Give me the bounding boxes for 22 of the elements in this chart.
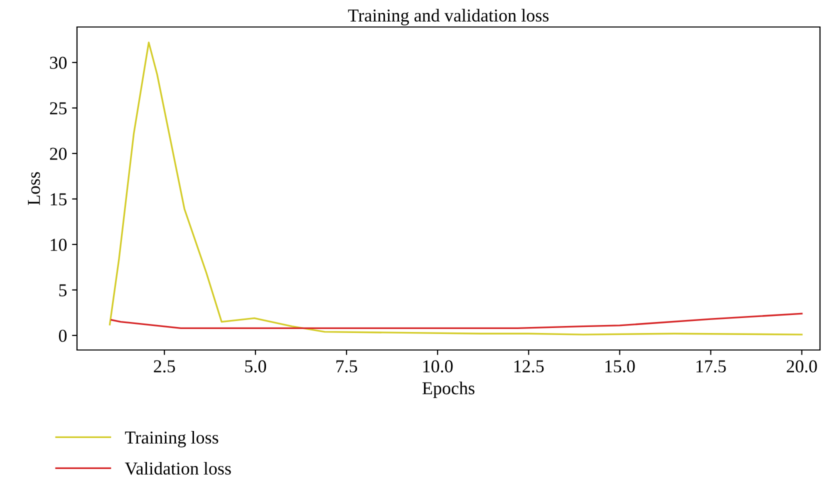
line-series [108, 42, 803, 336]
chart-title: Training and validation loss [348, 8, 549, 26]
x-tick-label: 20.0 [786, 360, 817, 373]
x-tick-label: 12.5 [514, 360, 544, 373]
legend-label: Training loss [125, 430, 218, 448]
y-tick-label: 10 [50, 238, 67, 251]
x-axis-title: Epochs [422, 382, 474, 398]
line-series [110, 312, 803, 329]
y-axis-title: Loss [28, 172, 40, 206]
y-tick-label: 5 [59, 284, 67, 296]
y-tick-label: 0 [58, 330, 67, 342]
x-tick-label: 10.0 [423, 360, 453, 373]
x-tick-label: 15.0 [605, 360, 635, 373]
x-tick-label: 5.0 [245, 360, 266, 373]
legend-label: Validation loss [124, 462, 231, 475]
x-tick-label: 2.5 [154, 360, 175, 373]
x-tick-label: 7.5 [336, 360, 358, 373]
y-tick-label: 15 [50, 193, 67, 206]
x-tick-label: 17.5 [696, 360, 726, 373]
y-tick-label: 25 [50, 102, 67, 114]
y-tick-label: 20 [50, 148, 67, 160]
y-tick-label: 30 [50, 56, 67, 69]
